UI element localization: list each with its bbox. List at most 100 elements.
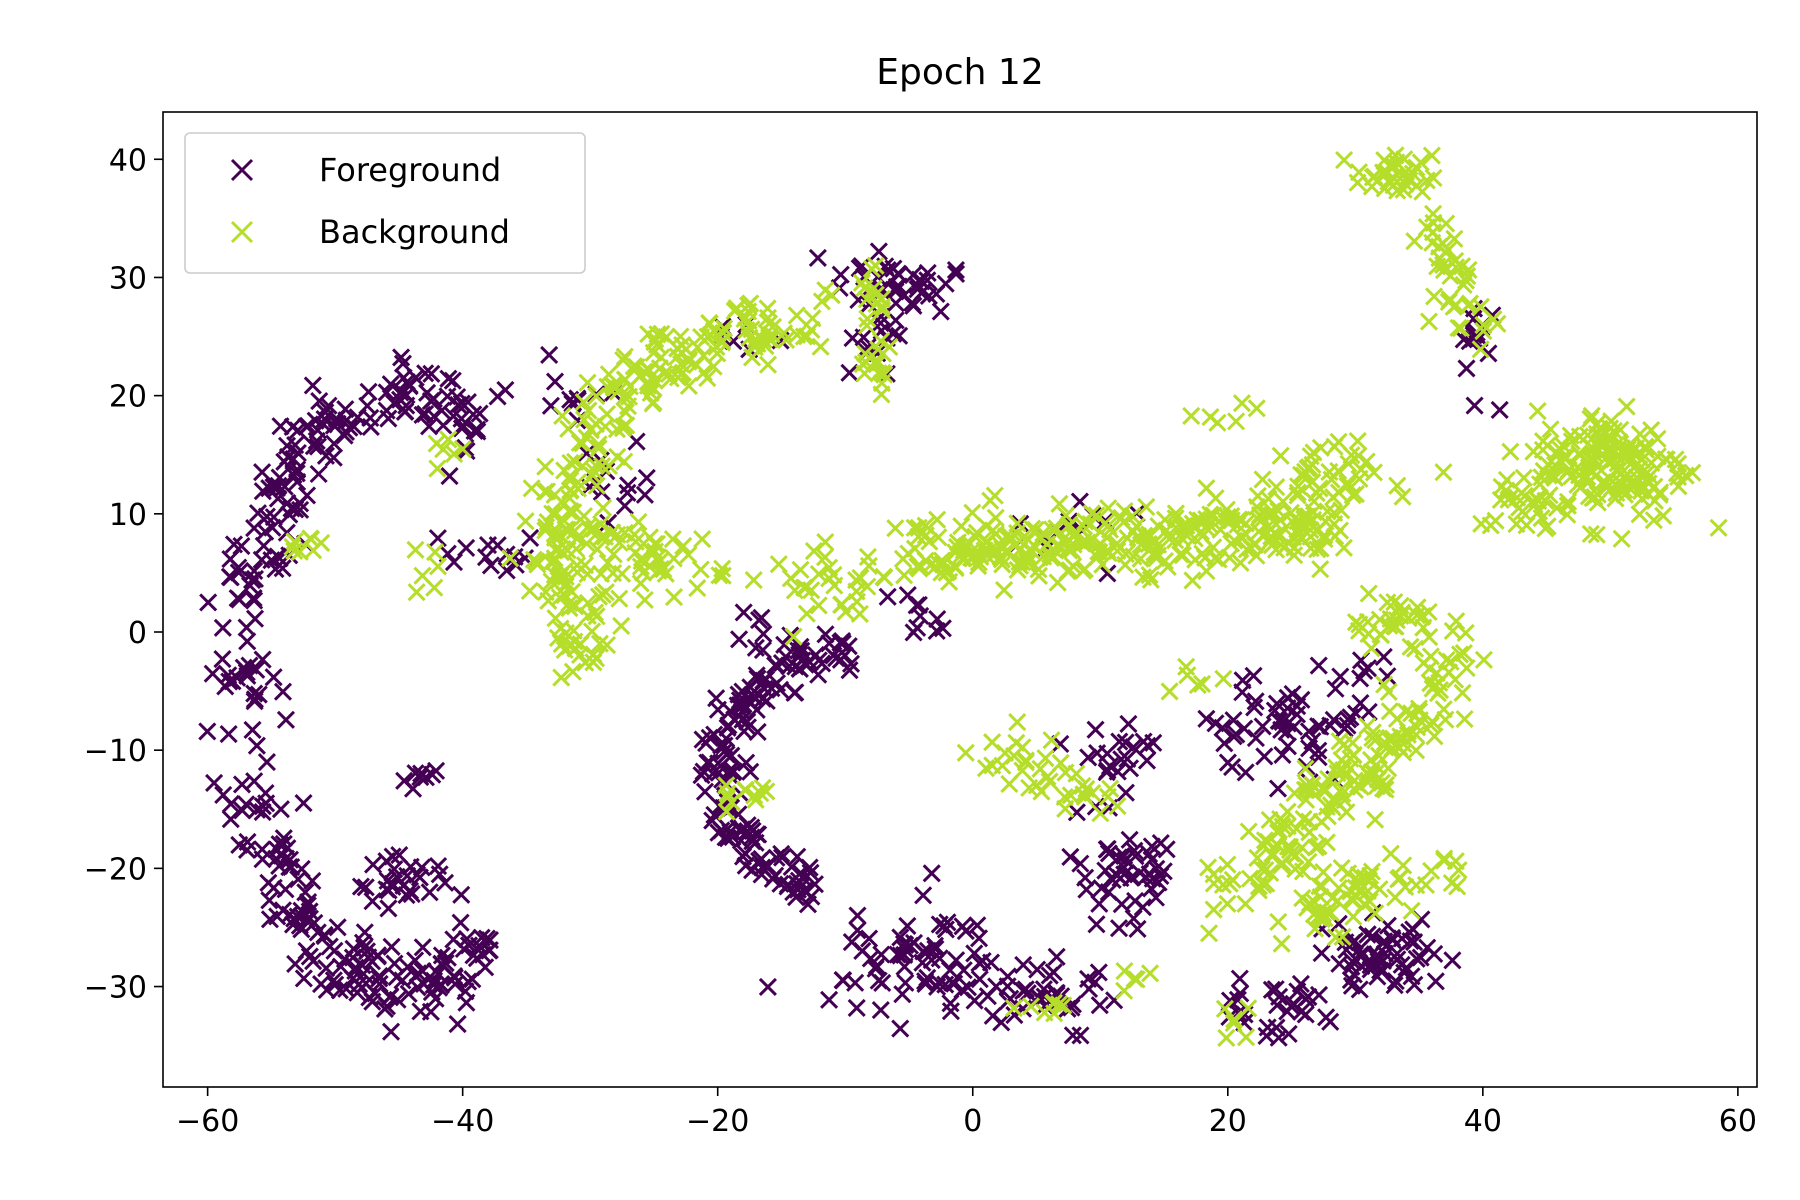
scatter-point <box>1223 758 1242 777</box>
scatter-point <box>1315 530 1334 549</box>
scatter-point <box>1474 650 1493 669</box>
scatter-point <box>1402 901 1421 920</box>
scatter-point <box>1471 340 1490 359</box>
scatter-point <box>299 892 318 912</box>
scatter-point <box>1355 661 1374 681</box>
scatter-point <box>425 578 444 597</box>
scatter-point <box>1090 894 1109 913</box>
scatter-point <box>1055 787 1074 807</box>
scatter-point <box>1317 1008 1336 1027</box>
scatter-point <box>1413 182 1432 201</box>
scatter-point <box>1288 486 1307 505</box>
scatter-point <box>579 401 598 420</box>
scatter-point <box>1380 702 1399 721</box>
scatter-point <box>1408 598 1427 617</box>
scatter-point <box>754 624 773 643</box>
scatter-point <box>1016 751 1035 770</box>
scatter-point <box>1088 744 1107 763</box>
scatter-point <box>1021 997 1040 1016</box>
scatter-point <box>1419 602 1438 621</box>
scatter-point <box>1237 540 1256 559</box>
scatter-point <box>1486 511 1505 530</box>
scatter-point <box>520 581 539 601</box>
scatter-point <box>734 603 753 622</box>
scatter-point <box>590 634 609 653</box>
scatter-point <box>1323 798 1342 817</box>
scatter-point <box>1249 881 1268 900</box>
scatter-point <box>1204 865 1223 884</box>
scatter-point <box>1246 692 1265 711</box>
scatter-point <box>908 618 927 637</box>
scatter-point <box>651 559 670 579</box>
scatter-point <box>324 971 343 990</box>
scatter-point <box>1231 553 1250 572</box>
scatter-point <box>1424 168 1443 187</box>
scatter-point <box>229 558 248 577</box>
scatter-point <box>586 456 605 475</box>
scatter-point <box>1366 730 1385 750</box>
scatter-point <box>1362 639 1381 658</box>
scatter-point <box>1049 995 1069 1014</box>
scatter-point <box>448 1014 467 1034</box>
scatter-point <box>317 959 336 978</box>
scatter-point <box>1332 501 1351 520</box>
scatter-point <box>1439 292 1458 312</box>
scatter-point <box>219 725 238 744</box>
scatter-point <box>925 936 945 955</box>
scatter-point <box>203 664 222 683</box>
scatter-point <box>1204 538 1223 557</box>
scatter-point <box>551 526 570 545</box>
scatter-point <box>664 588 684 607</box>
scatter-point <box>1120 830 1139 849</box>
scatter-point <box>199 593 218 612</box>
scatter-point <box>1558 492 1578 511</box>
scatter-point <box>1418 938 1437 957</box>
scatter-point <box>1374 647 1393 666</box>
scatter-point <box>895 957 914 976</box>
scatter-point <box>1014 955 1033 974</box>
scatter-point <box>426 962 445 981</box>
scatter-point <box>899 544 918 563</box>
scatter-point <box>393 354 413 373</box>
scatter-point <box>308 437 328 456</box>
scatter-point <box>1309 906 1329 925</box>
scatter-point <box>1398 725 1417 744</box>
scatter-point <box>1075 531 1094 550</box>
scatter-point <box>1233 671 1252 690</box>
scatter-point <box>596 583 615 602</box>
scatter-point <box>809 564 828 584</box>
scatter-point <box>377 852 396 871</box>
scatter-point <box>1451 319 1470 338</box>
scatter-point <box>457 929 476 948</box>
scatter-point <box>1013 552 1032 572</box>
scatter-point <box>271 800 290 819</box>
scatter-point <box>237 618 256 637</box>
scatter-point <box>855 279 874 298</box>
scatter-point <box>1140 964 1160 983</box>
scatter-point <box>802 320 821 339</box>
scatter-point <box>546 609 565 628</box>
scatter-point <box>232 775 252 794</box>
scatter-point <box>1097 840 1116 859</box>
scatter-point <box>1342 957 1361 976</box>
scatter-point <box>977 546 996 565</box>
scatter-point <box>936 920 955 939</box>
scatter-point <box>742 348 762 367</box>
scatter-point <box>619 476 638 495</box>
scatter-point <box>1303 510 1323 530</box>
scatter-point <box>948 537 967 557</box>
scatter-point <box>1029 566 1049 586</box>
scatter-point <box>377 997 397 1016</box>
scatter-point <box>412 764 431 783</box>
scatter-point <box>1375 675 1394 694</box>
x-tick-label: 40 <box>1464 1104 1502 1139</box>
scatter-point <box>1191 522 1211 541</box>
scatter-point <box>425 542 445 562</box>
scatter-point <box>931 302 950 321</box>
scatter-point <box>1305 893 1324 912</box>
scatter-point <box>1280 840 1300 860</box>
scatter-point <box>420 417 439 436</box>
scatter-point <box>1541 420 1560 439</box>
scatter-point <box>1612 529 1631 548</box>
scatter-point <box>562 582 582 601</box>
